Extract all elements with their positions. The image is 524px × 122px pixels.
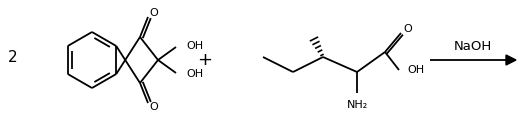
Text: NaOH: NaOH <box>454 40 492 52</box>
Text: O: O <box>403 24 412 34</box>
Text: OH: OH <box>186 41 203 51</box>
Text: O: O <box>149 102 158 112</box>
Text: OH: OH <box>407 65 424 75</box>
Text: O: O <box>149 8 158 18</box>
Text: +: + <box>198 51 213 69</box>
Text: 2: 2 <box>8 51 18 66</box>
Text: NH₂: NH₂ <box>346 100 368 110</box>
Polygon shape <box>506 55 516 65</box>
Text: OH: OH <box>186 69 203 79</box>
